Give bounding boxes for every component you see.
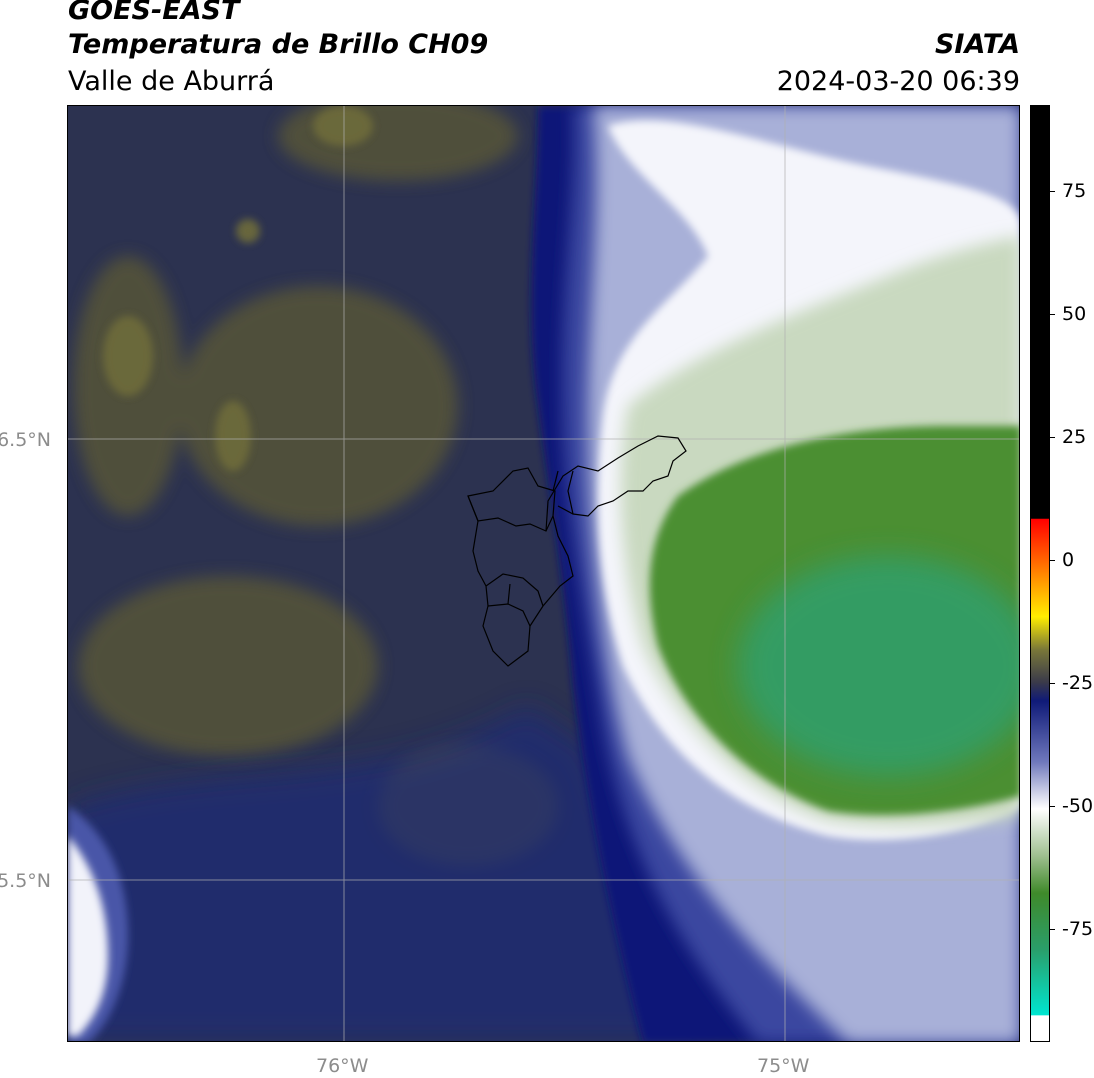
southern-blue-region xyxy=(68,706,708,1041)
colorbar-tick xyxy=(1050,560,1055,561)
teal-core xyxy=(738,556,1019,776)
lat-label-north: 6.5°N xyxy=(0,429,51,451)
lon-label-west: 76°W xyxy=(316,1055,369,1077)
colorbar-gradient xyxy=(1031,106,1049,1041)
municipal-boundaries xyxy=(467,435,687,667)
colorbar-tick xyxy=(1050,929,1055,930)
colorbar-ticks: 75 50 25 0 -25 -50 -75 xyxy=(1050,105,1094,1042)
colorbar-tick xyxy=(1050,683,1055,684)
colorbar-tick-label: -75 xyxy=(1062,918,1094,940)
colorbar-tick-label: -50 xyxy=(1062,795,1094,817)
product-title: Temperatura de Brillo CH09 xyxy=(68,29,489,60)
organization-title: SIATA xyxy=(934,29,1020,60)
olive-bright-patches xyxy=(103,106,373,471)
satellite-title: GOES-EAST xyxy=(68,0,240,26)
lat-label-south: 5.5°N xyxy=(0,870,51,892)
satellite-map[interactable] xyxy=(67,105,1020,1042)
lon-label-east: 75°W xyxy=(757,1055,810,1077)
colorbar-tick xyxy=(1050,437,1055,438)
colorbar-tick-label: -25 xyxy=(1062,672,1094,694)
colorbar-tick-label: 50 xyxy=(1062,303,1087,325)
western-cloud-core xyxy=(68,836,108,1036)
colorbar-tick-label: 0 xyxy=(1062,549,1075,571)
colorbar-tick-label: 75 xyxy=(1062,180,1087,202)
colorbar-tick xyxy=(1050,314,1055,315)
region-subtitle: Valle de Aburrá xyxy=(68,66,275,97)
colorbar-tick xyxy=(1050,191,1055,192)
graticule xyxy=(68,106,1019,1041)
colorbar xyxy=(1030,105,1050,1042)
colorbar-tick-label: 25 xyxy=(1062,426,1087,448)
datetime-subtitle: 2024-03-20 06:39 xyxy=(776,66,1020,97)
colorbar-tick xyxy=(1050,806,1055,807)
